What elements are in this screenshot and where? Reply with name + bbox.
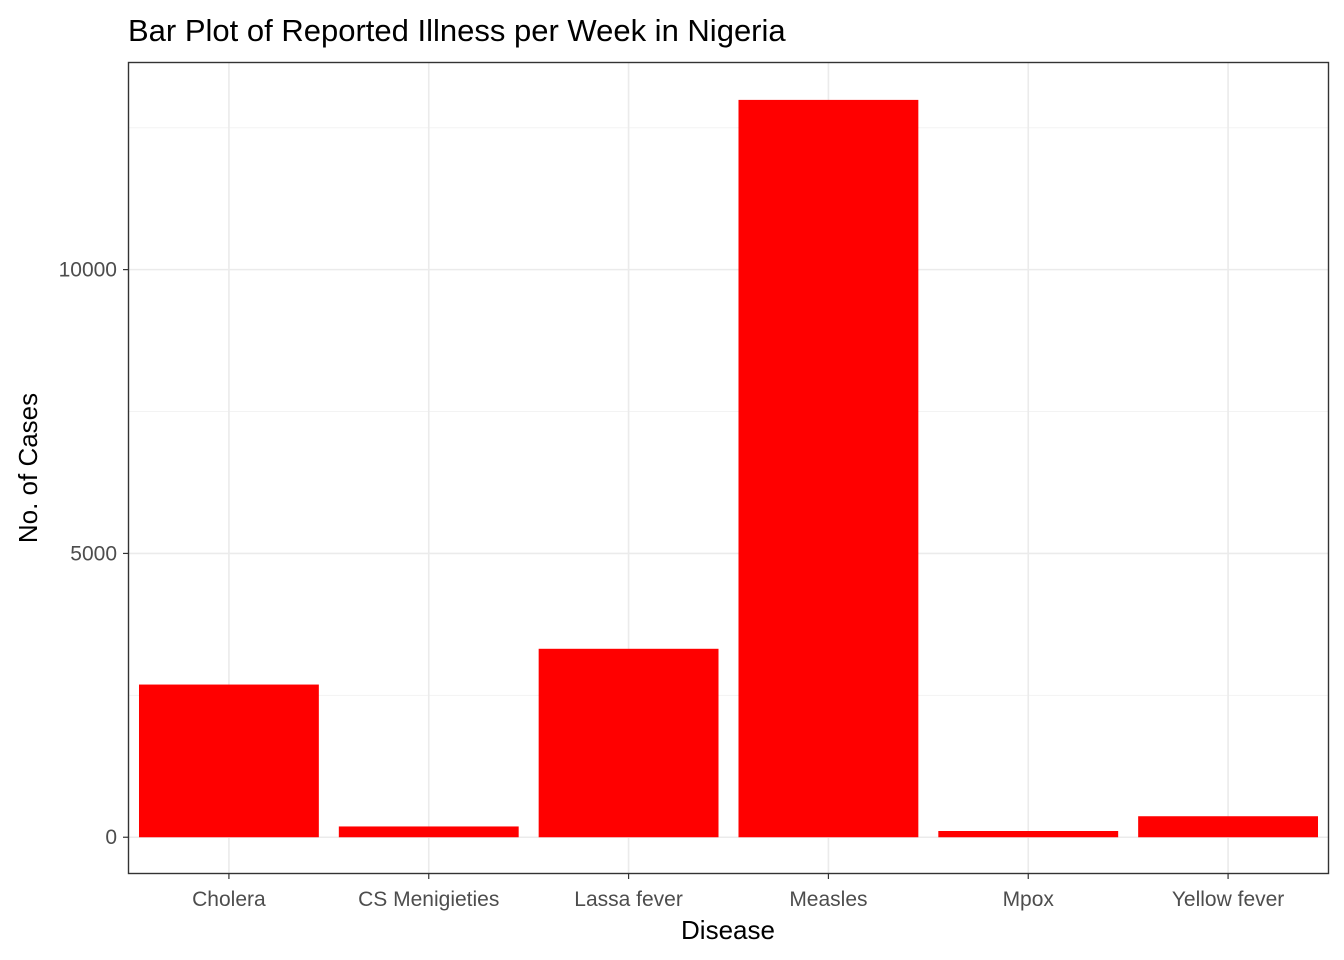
x-tick-label: Mpox xyxy=(1003,888,1055,911)
x-tick-label: Cholera xyxy=(192,888,266,911)
chart-title: Bar Plot of Reported Illness per Week in… xyxy=(128,13,786,48)
bar xyxy=(138,684,319,838)
y-tick-label: 0 xyxy=(105,826,117,849)
bars xyxy=(138,99,1319,838)
plot-panel-border xyxy=(127,61,1330,875)
y-axis-title: No. of Cases xyxy=(13,393,43,543)
bar xyxy=(1138,816,1319,838)
y-axis: 0 5000 10000 xyxy=(59,259,129,849)
x-axis: Cholera CS Menigieties Lassa fever Measles M… xyxy=(192,873,1284,911)
y-tick-label: 5000 xyxy=(70,542,117,565)
x-tick-label: CS Menigieties xyxy=(358,888,499,911)
bar xyxy=(538,648,719,838)
x-tick-label: Yellow fever xyxy=(1172,888,1284,911)
x-tick-label: Lassa fever xyxy=(574,888,683,911)
y-tick-label: 10000 xyxy=(59,259,117,282)
bar xyxy=(938,830,1119,838)
x-axis-title: Disease xyxy=(681,915,775,945)
bar xyxy=(738,99,919,838)
bar xyxy=(338,826,519,838)
x-tick-label: Measles xyxy=(789,888,867,911)
